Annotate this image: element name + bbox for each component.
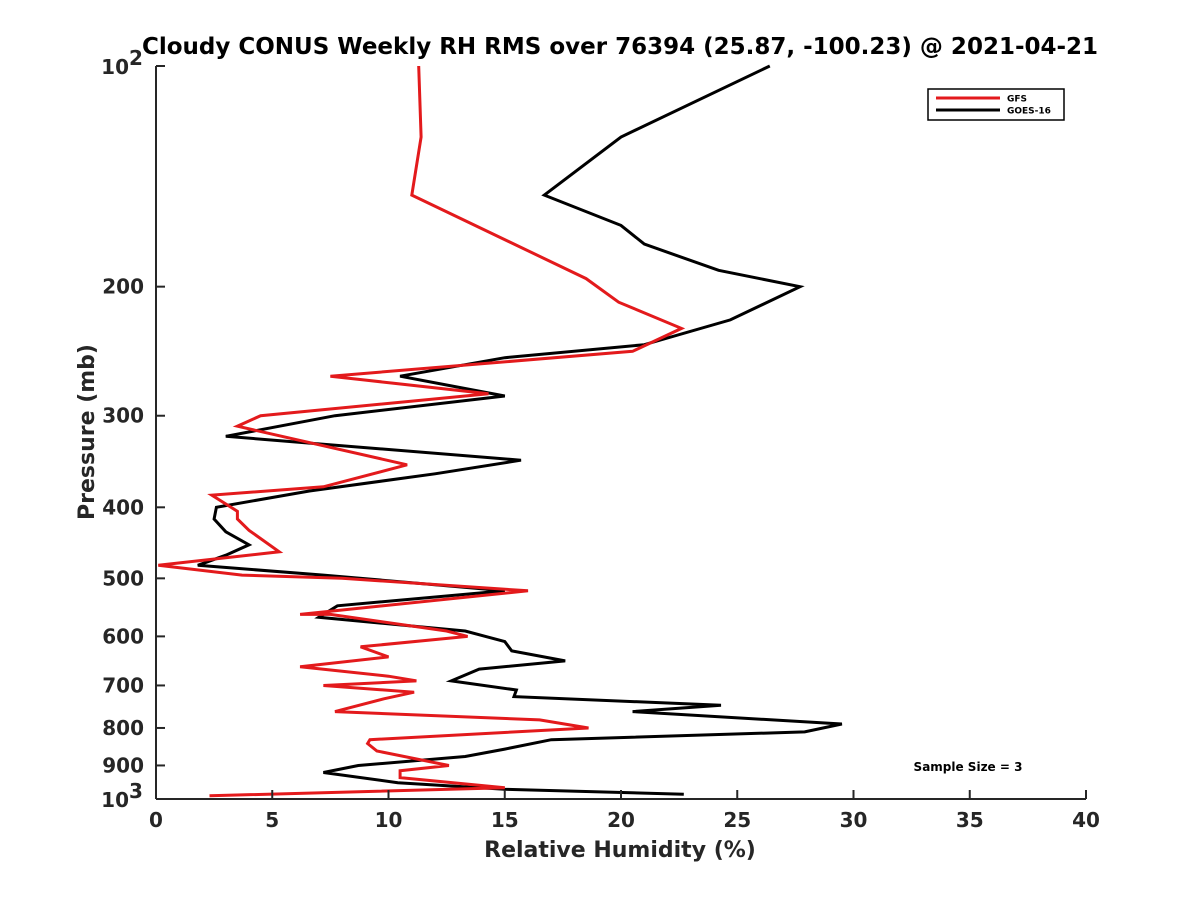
legend-label: GFS [1007,95,1027,105]
axes-layer: 0 5 10 15 20 25 30 35 40 200 300 400 500 600 700 800 900… [101,46,1100,832]
y-tick-label: 300 [102,404,144,428]
series-line-gfs [158,65,686,798]
x-tick-label: 30 [840,808,868,832]
y-tick-exponent: 3 [129,779,143,803]
x-tick-label: 5 [265,808,279,832]
y-tick-label: 10 [101,55,129,79]
y-tick-label: 700 [102,673,144,697]
series-layer [158,64,843,798]
y-tick-exponent: 2 [129,46,143,70]
x-tick-label: 10 [375,808,403,832]
y-tick-label: 10 [101,788,129,812]
legend: GFS GOES-16 [927,88,1065,121]
y-tick-label: 400 [102,495,144,519]
x-tick-label: 35 [956,808,984,832]
y-tick-label: 200 [102,275,144,299]
y-axis-title: Pressure (mb) [75,344,100,520]
legend-box [927,88,1065,121]
legend-label: GOES-16 [1007,107,1051,117]
x-tick-label: 20 [607,808,635,832]
y-tick-label: 600 [102,624,144,648]
series-line-goes-16 [197,64,843,796]
x-tick-label: 25 [723,808,751,832]
chart-title: Cloudy CONUS Weekly RH RMS over 76394 (2… [142,34,1098,60]
x-tick-label: 0 [149,808,163,832]
y-tick-label: 500 [102,566,144,590]
x-tick-label: 40 [1072,808,1100,832]
y-tick-label: 900 [102,753,144,777]
x-axis-title: Relative Humidity (%) [484,838,756,863]
x-tick-label: 15 [491,808,519,832]
sample-size-annotation: Sample Size = 3 [914,760,1023,774]
y-tick-label: 800 [102,716,144,740]
